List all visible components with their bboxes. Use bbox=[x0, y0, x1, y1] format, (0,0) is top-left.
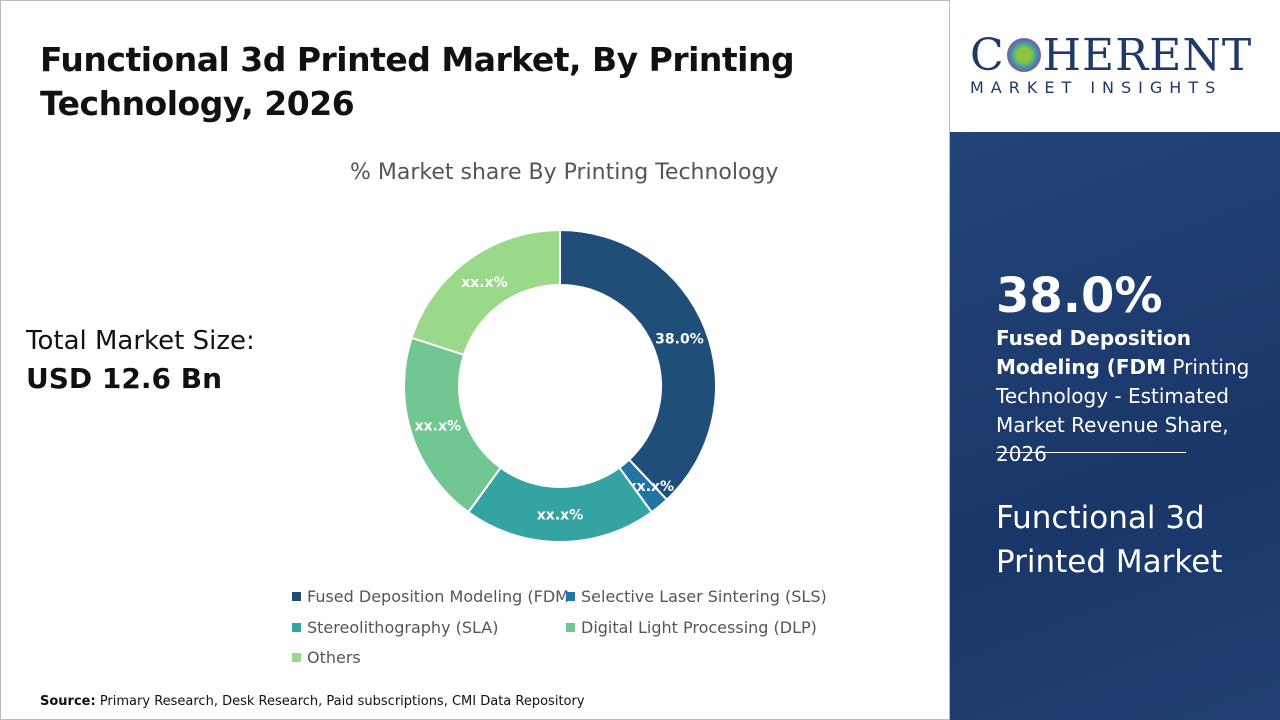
donut-slice bbox=[559, 228, 717, 502]
legend-swatch bbox=[292, 653, 301, 662]
legend-swatch bbox=[292, 623, 301, 632]
divider bbox=[996, 452, 1186, 453]
legend-item: Digital Light Processing (DLP) bbox=[566, 618, 817, 637]
legend-item: Others bbox=[292, 648, 361, 667]
highlight-description: Fused Deposition Modeling (FDM Printing … bbox=[996, 326, 1250, 466]
legend-item: Fused Deposition Modeling (FDM bbox=[292, 587, 569, 606]
total-market-label: Total Market Size: bbox=[26, 326, 255, 356]
logo-subtitle: MARKET INSIGHTS bbox=[970, 78, 1223, 97]
total-market-value: USD 12.6 Bn bbox=[26, 362, 222, 395]
highlight-panel: 38.0% Fused Deposition Modeling (FDM Pri… bbox=[950, 132, 1280, 720]
donut-slice bbox=[466, 466, 654, 543]
source-text: Primary Research, Desk Research, Paid su… bbox=[95, 694, 585, 709]
legend-swatch bbox=[292, 592, 301, 601]
chart-title: % Market share By Printing Technology bbox=[350, 160, 779, 185]
page-title: Functional 3d Printed Market, By Printin… bbox=[40, 40, 795, 123]
data-label: 38.0% bbox=[655, 332, 704, 348]
legend-label: Selective Laser Sintering (SLS) bbox=[581, 587, 827, 606]
highlight-value: 38.0% bbox=[996, 268, 1163, 324]
legend-label: Digital Light Processing (DLP) bbox=[581, 618, 817, 637]
legend-item: Stereolithography (SLA) bbox=[292, 618, 498, 637]
donut-slice bbox=[410, 228, 561, 357]
source-label: Source: bbox=[40, 694, 96, 709]
legend-label: Stereolithography (SLA) bbox=[307, 618, 499, 637]
legend-label: Others bbox=[307, 648, 361, 667]
data-label: xx.x% bbox=[461, 275, 507, 291]
legend-label: Fused Deposition Modeling (FDM bbox=[307, 587, 569, 606]
legend-item: Selective Laser Sintering (SLS) bbox=[566, 587, 827, 606]
data-label: xx.x% bbox=[537, 508, 583, 524]
legend-swatch bbox=[566, 623, 575, 632]
source-note: Source: Primary Research, Desk Research,… bbox=[40, 694, 585, 709]
market-name: Functional 3d Printed Market bbox=[996, 500, 1223, 580]
donut-chart: 38.0% xx.x% xx.x% xx.x% xx.x% bbox=[403, 228, 717, 543]
data-label: xx.x% bbox=[415, 419, 461, 435]
data-label: xx.x% bbox=[628, 479, 674, 495]
globe-icon bbox=[1006, 38, 1041, 72]
logo-wordmark: C HERENT bbox=[970, 30, 1253, 81]
company-logo: C HERENT MARKET INSIGHTS bbox=[950, 0, 1280, 132]
legend-swatch bbox=[566, 592, 575, 601]
